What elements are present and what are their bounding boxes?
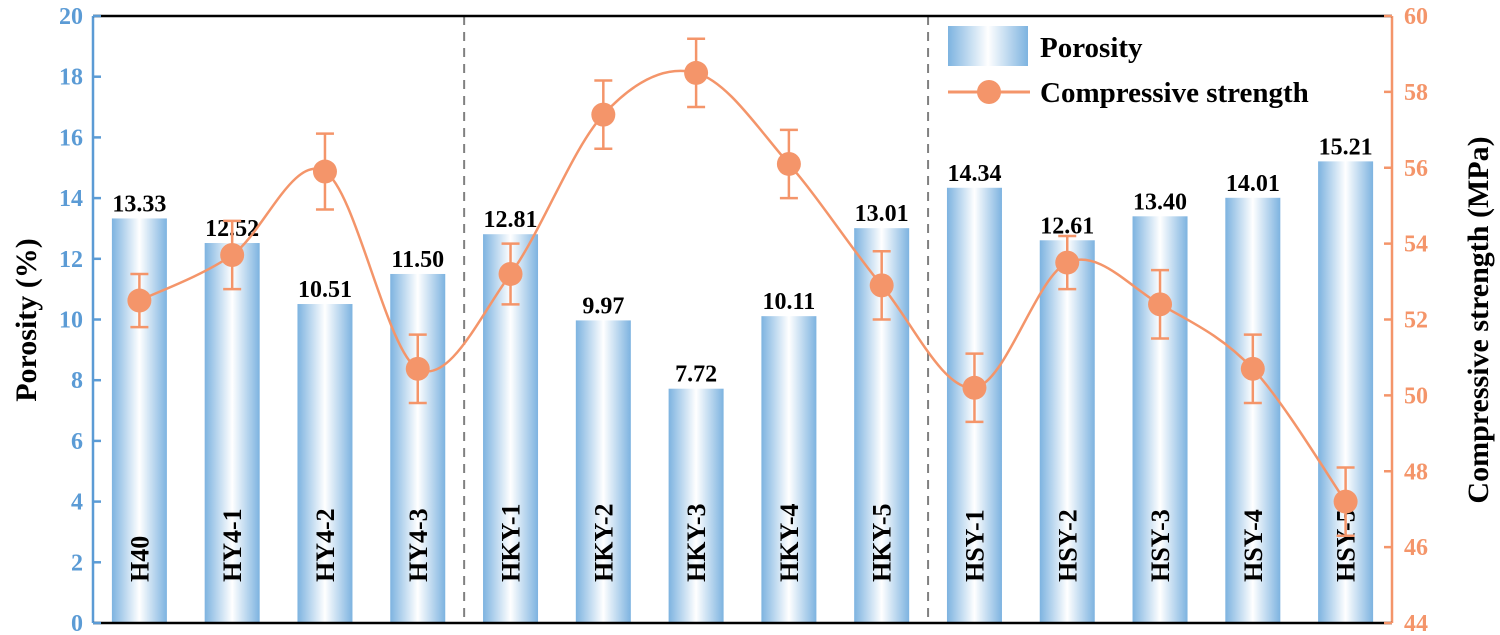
legend-porosity-label: Porosity	[1040, 32, 1143, 64]
right-tick-label: 48	[1404, 459, 1428, 485]
category-label: HY4-2	[311, 508, 340, 582]
right-axis-title: Compressive strength (MPa)	[1462, 136, 1495, 503]
category-label: HSY-2	[1053, 509, 1082, 582]
left-tick-label: 16	[59, 125, 83, 151]
strength-marker-HKY-1	[498, 261, 523, 286]
category-label: HKY-1	[497, 504, 526, 583]
line-series	[127, 37, 1358, 537]
strength-marker-HKY-2	[591, 102, 616, 127]
left-tick-label: 14	[59, 186, 83, 212]
strength-marker-HSY-5	[1333, 489, 1358, 514]
legend-strength-label: Compressive strength	[1040, 77, 1309, 109]
left-tick-label: 6	[71, 429, 83, 455]
category-labels: H40 HY4-1 HY4-2 HY4-3 HKY-1 HKY-2 HKY-3 HKY-4 HK…	[125, 504, 1360, 583]
legend: Porosity Compressive strength	[948, 26, 1309, 109]
left-tick-label: 2	[71, 550, 83, 576]
right-tick-label: 60	[1404, 4, 1428, 30]
bar-value-label: 7.72	[675, 362, 717, 388]
strength-marker-HKY-5	[869, 273, 894, 298]
bar-HSY-2	[1039, 240, 1095, 623]
group-dividers	[463, 16, 930, 623]
category-label: HKY-4	[775, 504, 804, 583]
strength-marker-HY4-3	[405, 356, 430, 381]
left-tick-label: 18	[59, 65, 83, 91]
category-label: H40	[125, 536, 154, 582]
axes: 02468101214161820444648505254565860Poros…	[10, 4, 1495, 635]
left-tick-label: 8	[71, 368, 83, 394]
strength-marker-HKY-3	[684, 60, 709, 85]
bar-value-label: 13.01	[855, 201, 909, 227]
strength-marker-HSY-1	[962, 375, 987, 400]
left-tick-label: 0	[71, 611, 83, 635]
category-label: HSY-3	[1146, 509, 1175, 582]
bar-HKY-2	[575, 320, 631, 623]
bar-HY4-2	[297, 304, 353, 623]
category-label: HSY-4	[1239, 509, 1268, 582]
bar-value-label: 11.50	[391, 247, 444, 273]
bar-HKY-3	[668, 388, 724, 623]
legend-bar-swatch	[948, 26, 1028, 66]
strength-marker-HY4-1	[220, 243, 245, 268]
legend-marker	[977, 80, 1001, 104]
bar-value-label: 13.40	[1133, 189, 1187, 215]
bar-value-label: 10.51	[298, 277, 352, 303]
bar-HSY-5	[1318, 161, 1374, 623]
strength-line	[138, 69, 1347, 503]
bar-HKY-4	[761, 316, 817, 623]
bar-value-label: 13.33	[112, 191, 166, 217]
category-label: HY4-3	[404, 508, 433, 582]
left-tick-label: 4	[71, 490, 83, 516]
left-tick-label: 12	[59, 247, 83, 273]
bar-HSY-4	[1225, 197, 1281, 623]
right-tick-label: 52	[1404, 308, 1428, 334]
left-tick-label: 20	[59, 4, 83, 30]
bar-series	[111, 161, 1374, 624]
bar-value-label: 15.21	[1319, 134, 1373, 160]
strength-marker-HSY-4	[1240, 356, 1265, 381]
right-tick-label: 58	[1404, 80, 1428, 106]
strength-marker-H40	[127, 288, 152, 313]
strength-marker-HKY-4	[776, 151, 801, 176]
category-label: HSY-1	[960, 509, 989, 582]
strength-marker-HSY-3	[1148, 292, 1173, 317]
strength-marker-HSY-2	[1055, 250, 1080, 275]
bar-value-labels: 13.3312.5210.5111.5012.819.977.7210.1113…	[112, 134, 1372, 387]
left-axis-title: Porosity (%)	[10, 238, 43, 402]
category-label: HKY-5	[868, 504, 897, 583]
right-tick-label: 44	[1404, 611, 1428, 635]
left-tick-label: 10	[59, 308, 83, 334]
bar-HY4-1	[204, 243, 260, 623]
bar-value-label: 12.81	[484, 207, 538, 233]
category-label: HKY-3	[682, 504, 711, 583]
right-tick-label: 54	[1404, 232, 1428, 258]
bar-value-label: 14.01	[1226, 171, 1280, 197]
bar-value-label: 14.34	[947, 161, 1001, 187]
bar-value-label: 10.11	[763, 289, 816, 315]
strength-marker-HY4-2	[312, 159, 337, 184]
bar-value-label: 9.97	[582, 293, 624, 319]
right-tick-label: 56	[1404, 156, 1428, 182]
bar-HY4-3	[390, 273, 446, 623]
right-tick-label: 46	[1404, 535, 1428, 561]
right-tick-label: 50	[1404, 383, 1428, 409]
category-label: HKY-2	[589, 504, 618, 583]
category-label: HY4-1	[218, 508, 247, 582]
